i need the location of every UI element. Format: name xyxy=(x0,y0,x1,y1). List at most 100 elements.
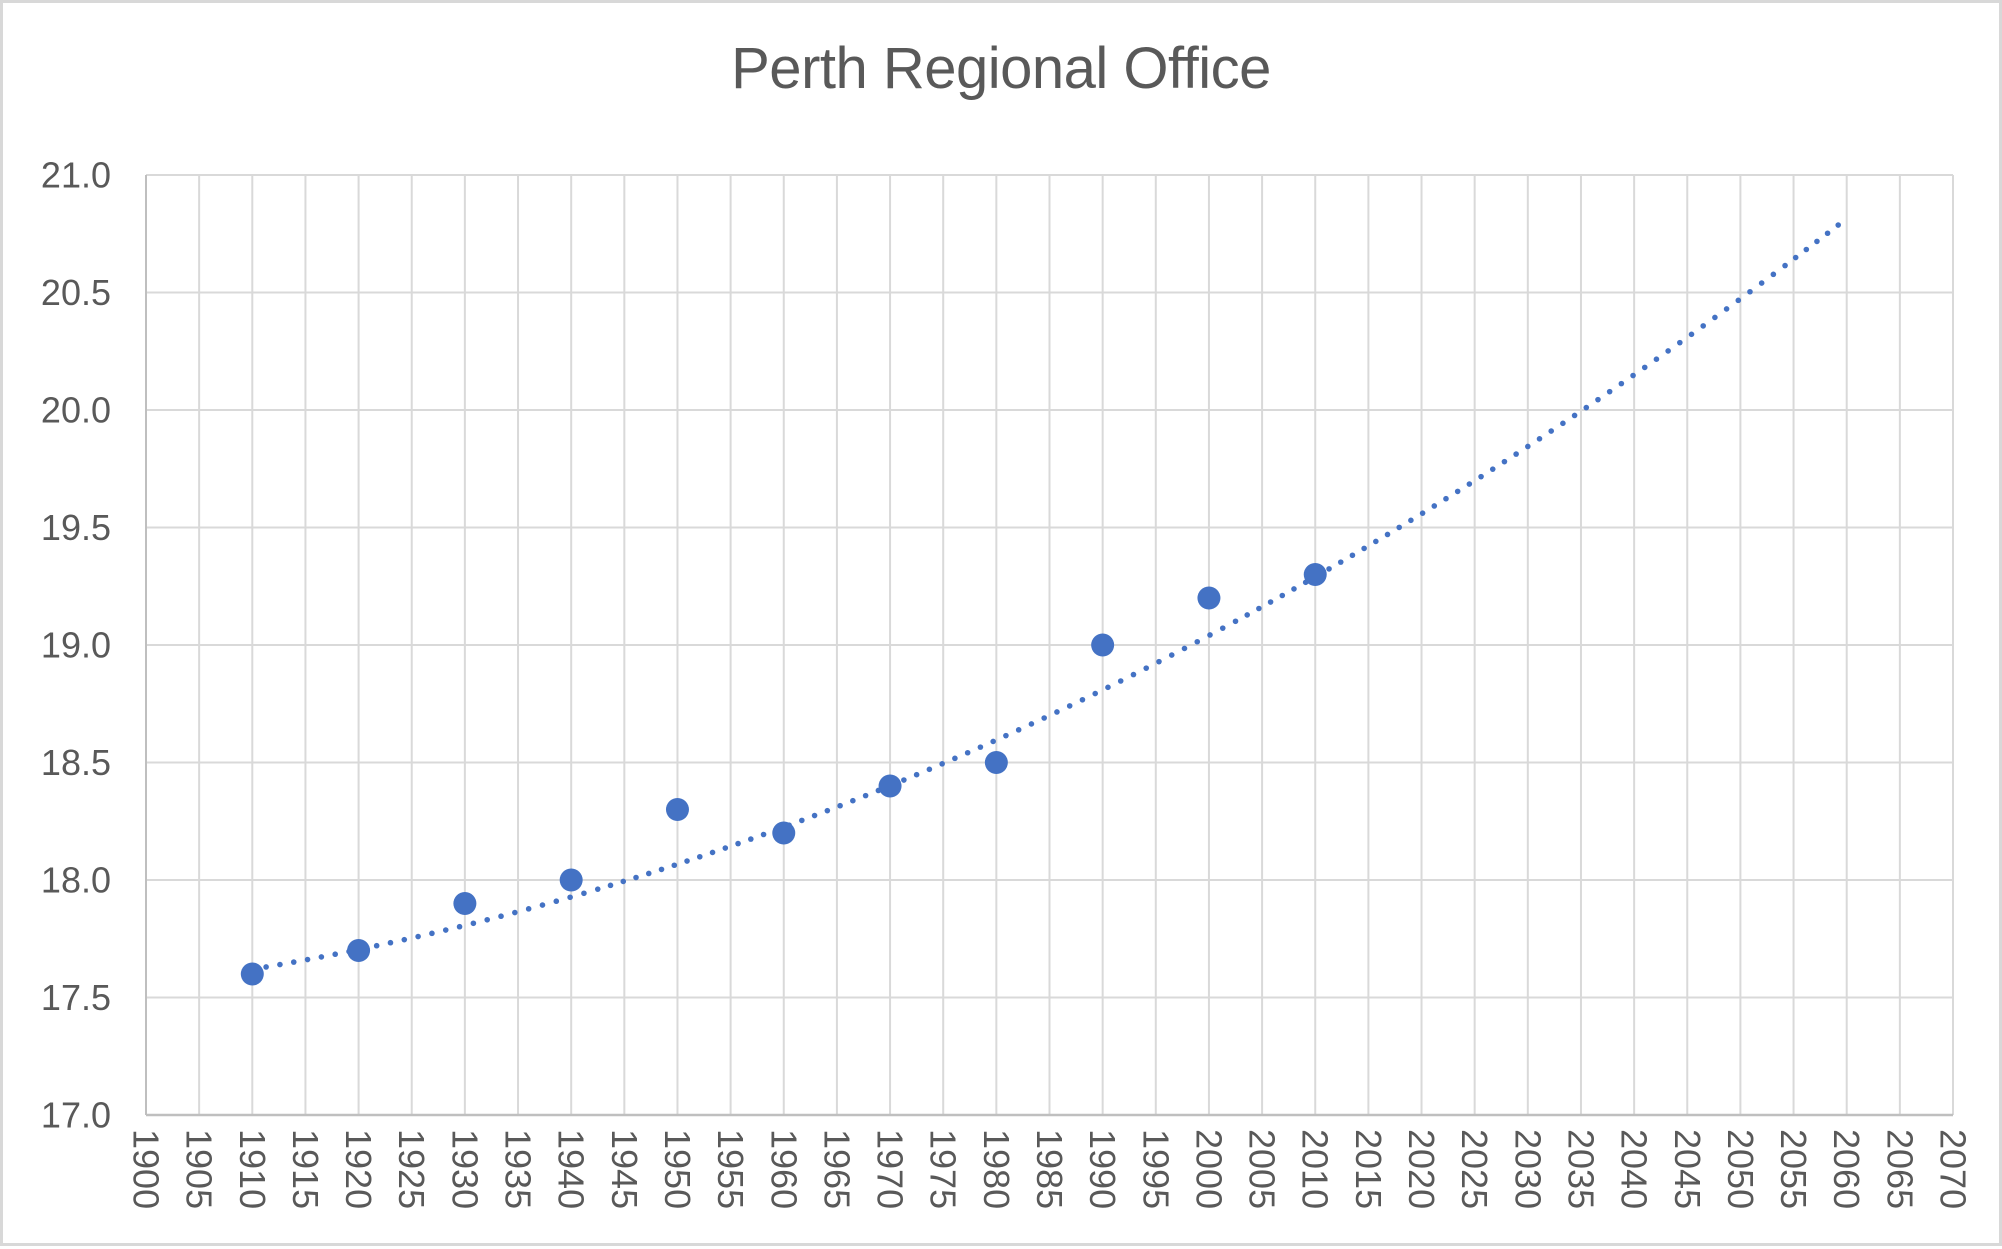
trendline-dot xyxy=(401,936,408,943)
trendline-dot xyxy=(429,930,435,937)
trendline-dot xyxy=(1079,696,1086,703)
scatter-plot-canvas: 17.0 17.5 18.0 18.5 19.0 19.5 20.0 20.5 21.0 1900… xyxy=(41,155,1974,1210)
trendline-dot xyxy=(332,951,339,958)
trendline-dot xyxy=(1326,566,1332,572)
trendline-dot xyxy=(1665,348,1671,354)
trendline-dot xyxy=(525,906,532,912)
trendline-dot xyxy=(901,777,907,783)
x-tick-label: 1965 xyxy=(816,1129,857,1209)
trendline-dot xyxy=(553,898,560,905)
trendline-dot xyxy=(709,849,716,856)
trendline-dot xyxy=(671,862,678,869)
trendline-dot xyxy=(1478,473,1484,480)
trendline-dot xyxy=(387,939,394,946)
trendline-dot xyxy=(1747,288,1753,295)
trendline-dot xyxy=(939,761,945,767)
data-point-marker xyxy=(559,868,583,892)
trendline-dot xyxy=(1454,488,1461,495)
x-tick-label: 2055 xyxy=(1773,1129,1814,1209)
trendline-dot xyxy=(811,812,818,819)
x-tick-label: 2035 xyxy=(1560,1129,1601,1209)
trendline-dot xyxy=(1041,715,1047,721)
trendline-dot xyxy=(1824,230,1831,237)
x-tick-label: 2060 xyxy=(1826,1129,1867,1209)
trendline-dot xyxy=(1571,412,1578,419)
trendline-dot xyxy=(1396,524,1403,531)
trendline-dot xyxy=(1513,451,1519,457)
x-tick-label: 1950 xyxy=(657,1129,698,1209)
y-tick-label: 21.0 xyxy=(41,155,111,196)
x-tick-label: 2050 xyxy=(1720,1129,1761,1209)
x-tick-label: 1995 xyxy=(1135,1129,1176,1209)
y-tick-label: 17.0 xyxy=(41,1095,111,1136)
trendline-dot xyxy=(1028,721,1035,727)
trendline-dot xyxy=(1361,545,1367,552)
x-tick-label: 1935 xyxy=(498,1129,539,1209)
trendline-dot xyxy=(964,749,971,756)
trendline-dot xyxy=(498,913,504,920)
trendline-dot xyxy=(645,870,652,877)
trendline-dot xyxy=(977,744,984,750)
trendline-dot xyxy=(594,886,601,892)
data-point-marker xyxy=(453,892,477,915)
trendline-dot xyxy=(1256,605,1262,612)
trendline-dot xyxy=(304,956,311,963)
trendline-dot xyxy=(1466,481,1473,487)
trendline-dot xyxy=(1092,690,1099,697)
trendline-dot xyxy=(1431,503,1438,509)
trendline-dot xyxy=(1536,435,1543,442)
trendline-dot xyxy=(1267,599,1274,605)
trendline-dot xyxy=(990,738,996,745)
trendline-dot xyxy=(512,909,518,916)
trendline-dot xyxy=(1168,652,1175,658)
y-tick-label: 18.5 xyxy=(41,742,111,783)
trendline-dot xyxy=(1194,638,1201,645)
x-tick-label: 1970 xyxy=(870,1129,911,1209)
trendline-dot xyxy=(1700,323,1707,329)
trendline-dot xyxy=(1373,538,1379,545)
trendline-dot xyxy=(748,836,754,842)
x-tick-label: 1940 xyxy=(551,1129,592,1209)
x-tick-label: 2005 xyxy=(1242,1129,1283,1209)
x-tick-label: 1930 xyxy=(444,1129,485,1209)
data-point-marker xyxy=(772,821,796,845)
trendline-dot xyxy=(1723,306,1730,312)
x-tick-label: 1980 xyxy=(976,1129,1017,1209)
trendline-dot xyxy=(799,817,805,824)
trendline-dot xyxy=(263,964,269,970)
x-tick-label: 1905 xyxy=(179,1129,220,1209)
y-tick-label: 19.5 xyxy=(41,507,111,548)
trendline-dot xyxy=(722,845,729,851)
x-tick-label: 1925 xyxy=(391,1129,432,1209)
trendline-dot xyxy=(1525,443,1531,450)
trendline-dot xyxy=(1758,280,1765,286)
trendline-dot xyxy=(567,894,573,901)
data-point-marker xyxy=(878,774,902,798)
trendline-dot xyxy=(1835,222,1842,228)
trendline-dot xyxy=(277,961,283,968)
x-tick-label: 2045 xyxy=(1667,1129,1708,1209)
trendline-dot xyxy=(1688,331,1695,338)
trendline-dot xyxy=(1501,458,1508,465)
trendline-dot xyxy=(1015,727,1022,733)
y-tick-label: 18.0 xyxy=(41,860,111,901)
chart-title: Perth Regional Office xyxy=(731,36,1271,101)
trendline-dot xyxy=(658,866,665,873)
trendline-dot xyxy=(1803,246,1810,253)
y-tick-label: 20.5 xyxy=(41,272,111,313)
trendline-dot xyxy=(1735,297,1742,304)
trendline-dot xyxy=(415,933,421,940)
trendline-dot xyxy=(1181,645,1188,652)
trendline-dot xyxy=(1066,703,1073,709)
trendline-dot xyxy=(1782,262,1788,269)
x-tick-label: 2065 xyxy=(1879,1129,1920,1209)
trendline-dot xyxy=(470,920,477,927)
trendline-dot xyxy=(1156,658,1162,665)
trendline-dot xyxy=(1606,388,1613,395)
trendline-dot xyxy=(1337,559,1344,565)
data-point-marker xyxy=(1197,586,1221,610)
trendline-dot xyxy=(696,853,703,860)
trendline-dot xyxy=(1219,625,1226,631)
trendline-dot xyxy=(1712,314,1718,321)
